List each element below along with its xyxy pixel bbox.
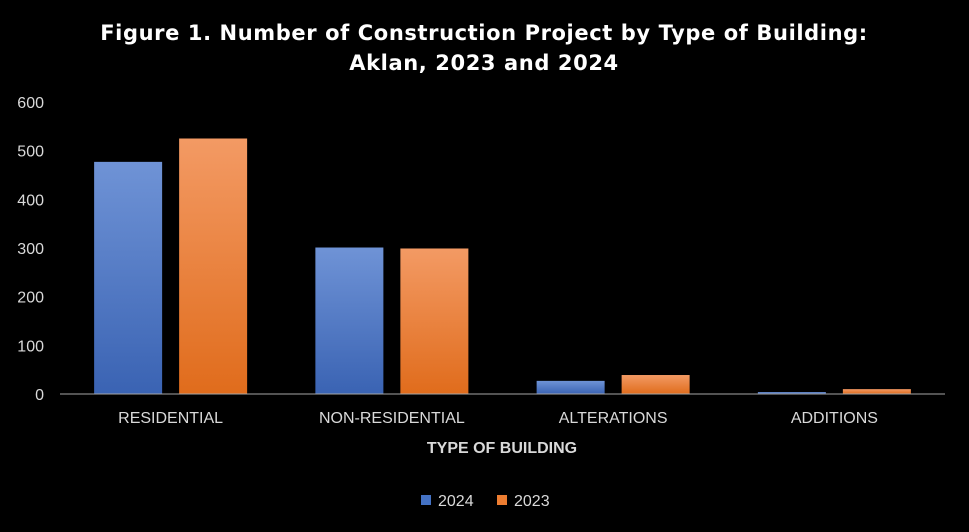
category-label: ADDITIONS (791, 410, 878, 427)
y-tick-label: 100 (17, 338, 44, 355)
bar-2023-additions (842, 389, 911, 394)
legend-swatch-2024 (421, 495, 431, 505)
bar-2024-non-residential (315, 247, 384, 394)
bars (94, 138, 911, 394)
chart-title: Figure 1. Number of Construction Project… (100, 21, 868, 45)
bar-2024-additions (757, 392, 826, 394)
bar-2023-non-residential (400, 248, 469, 394)
y-tick-label: 500 (17, 144, 44, 161)
bar-2023-alterations (621, 375, 690, 394)
y-tick-label: 200 (17, 290, 44, 307)
bar-2024-alterations (536, 380, 605, 394)
bar-2023-residential (179, 138, 248, 394)
y-tick-label: 400 (17, 192, 44, 209)
chart-subtitle: Aklan, 2023 and 2024 (349, 51, 619, 75)
legend: 2024 2023 (421, 493, 550, 510)
y-tick-label: 300 (17, 241, 44, 258)
legend-label-2023: 2023 (514, 493, 550, 510)
y-tick-label: 0 (35, 387, 44, 404)
legend-label-2024: 2024 (438, 493, 474, 510)
category-labels: RESIDENTIAL NON-RESIDENTIAL ALTERATIONS ADD… (118, 410, 878, 427)
category-label: ALTERATIONS (559, 410, 668, 427)
category-label: NON-RESIDENTIAL (319, 410, 465, 427)
legend-swatch-2023 (497, 495, 507, 505)
y-axis-ticks: 0 100 200 300 400 500 600 (17, 95, 44, 404)
bar-2024-residential (94, 161, 163, 394)
y-tick-label: 600 (17, 95, 44, 112)
x-axis-label: TYPE OF BUILDING (427, 440, 577, 457)
category-label: RESIDENTIAL (118, 410, 223, 427)
